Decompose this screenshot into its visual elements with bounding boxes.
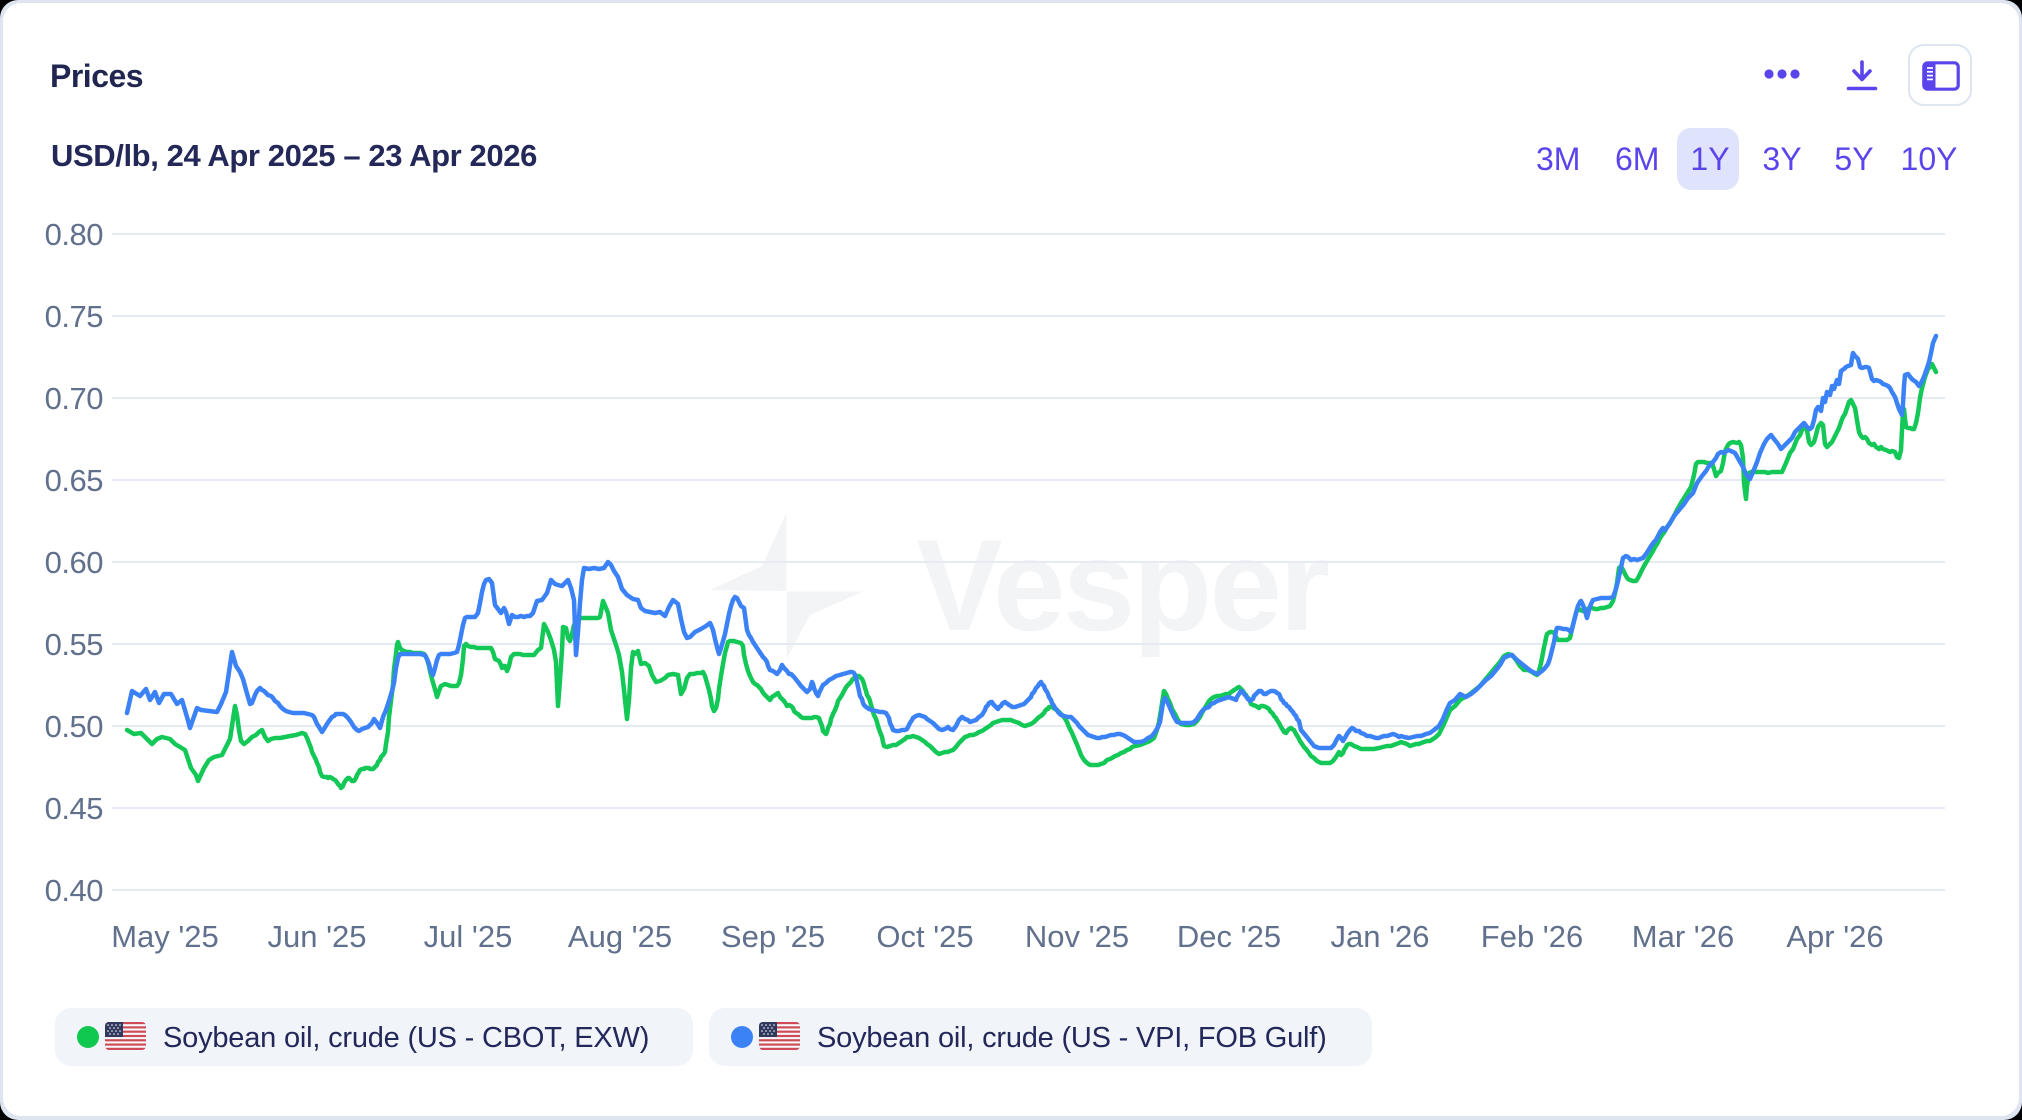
svg-text:Oct '25: Oct '25 bbox=[876, 919, 973, 954]
svg-text:0.55: 0.55 bbox=[45, 627, 103, 662]
svg-text:0.70: 0.70 bbox=[45, 381, 104, 416]
svg-text:0.45: 0.45 bbox=[45, 791, 103, 826]
svg-text:Nov '25: Nov '25 bbox=[1025, 919, 1129, 954]
svg-text:0.40: 0.40 bbox=[45, 873, 104, 908]
svg-text:0.60: 0.60 bbox=[45, 545, 104, 580]
svg-text:Sep '25: Sep '25 bbox=[721, 919, 825, 954]
svg-text:Dec '25: Dec '25 bbox=[1177, 919, 1281, 954]
svg-text:0.80: 0.80 bbox=[45, 217, 104, 252]
svg-text:Apr '26: Apr '26 bbox=[1786, 919, 1883, 954]
svg-text:0.65: 0.65 bbox=[45, 463, 103, 498]
svg-text:May '25: May '25 bbox=[111, 919, 219, 954]
svg-text:Jan '26: Jan '26 bbox=[1331, 919, 1430, 954]
svg-text:Jun '25: Jun '25 bbox=[268, 919, 367, 954]
svg-text:Mar '26: Mar '26 bbox=[1632, 919, 1734, 954]
svg-text:0.50: 0.50 bbox=[45, 709, 104, 744]
svg-text:Vesper: Vesper bbox=[916, 512, 1328, 658]
svg-text:Aug '25: Aug '25 bbox=[568, 919, 672, 954]
svg-text:0.75: 0.75 bbox=[45, 299, 103, 334]
svg-text:Feb '26: Feb '26 bbox=[1481, 919, 1583, 954]
svg-text:Jul '25: Jul '25 bbox=[424, 919, 513, 954]
